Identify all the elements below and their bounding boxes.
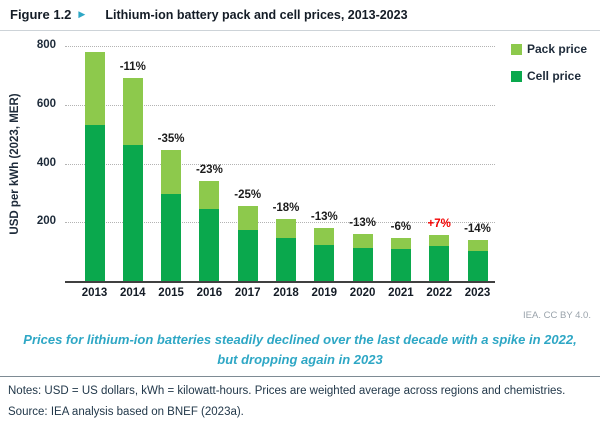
cell-price-bar-2014 xyxy=(122,144,143,281)
pack-price-bar-2014 xyxy=(122,78,143,145)
cell-price-swatch-icon xyxy=(511,70,522,82)
change-label-2019: -13% xyxy=(310,210,338,223)
gridline-600 xyxy=(65,104,495,106)
y-tick-label-400: 400 xyxy=(36,156,56,169)
x-tick-label-2016: 2016 xyxy=(196,287,223,299)
figure-number: Figure 1.2 xyxy=(10,7,72,22)
x-axis-line xyxy=(65,281,495,283)
change-label-2020: -13% xyxy=(349,217,377,230)
pack-price-swatch-icon xyxy=(511,43,522,55)
cell-price-bar-2020 xyxy=(352,247,373,281)
change-label-2023: -14% xyxy=(464,223,491,236)
notes-text: Notes: USD = US dollars, kWh = kilowatt-… xyxy=(8,385,566,397)
y-tick-label-800: 800 xyxy=(36,39,56,51)
triangle-right-icon: ▶ xyxy=(78,9,86,19)
pack-price-bar-2016 xyxy=(199,180,220,210)
gridline-800 xyxy=(65,46,495,47)
x-tick-label-2022: 2022 xyxy=(426,287,452,299)
pack-price-bar-2018 xyxy=(276,219,296,239)
cell-price-bar-2021 xyxy=(390,248,411,281)
pack-price-bar-2013 xyxy=(84,51,105,126)
cell-price-bar-2015 xyxy=(161,194,182,281)
change-label-2017: -25% xyxy=(234,189,262,202)
y-tick-label-200: 200 xyxy=(36,215,56,228)
change-label-2016: -23% xyxy=(195,163,223,176)
cell-price-bar-2019 xyxy=(314,245,335,281)
pack-price-bar-2017 xyxy=(237,206,258,230)
pack-price-bar-2021 xyxy=(390,238,411,249)
figure-caption: Prices for lithium-ion batteries steadil… xyxy=(0,330,600,370)
legend-label-cell-price: Cell price xyxy=(527,69,582,83)
legend: Pack price Cell price xyxy=(511,42,587,96)
caption-line-1: Prices for lithium-ion batteries steadil… xyxy=(23,332,577,347)
pack-price-bar-2019 xyxy=(314,227,335,246)
change-label-2021: -6% xyxy=(390,221,412,234)
footer-divider xyxy=(0,376,600,377)
cell-price-bar-2023 xyxy=(467,250,488,281)
change-label-2015: -35% xyxy=(157,132,185,145)
chart-area: USD per kWh (2023, MER) Pack price Cell … xyxy=(0,36,600,306)
cell-price-bar-2018 xyxy=(276,238,296,281)
legend-label-pack-price: Pack price xyxy=(527,42,588,56)
x-tick-label-2019: 2019 xyxy=(311,287,338,299)
y-tick-label-600: 600 xyxy=(36,97,56,110)
figure-title: Lithium-ion battery pack and cell prices… xyxy=(105,7,408,22)
pack-price-bar-2023 xyxy=(467,240,488,251)
x-tick-label-2023: 2023 xyxy=(464,287,491,299)
figure-header: Figure 1.2 ▶ Lithium-ion battery pack an… xyxy=(10,7,408,22)
x-tick-label-2014: 2014 xyxy=(120,287,146,299)
header-divider xyxy=(0,30,600,31)
pack-price-bar-2020 xyxy=(352,234,373,248)
x-tick-label-2017: 2017 xyxy=(234,287,261,299)
x-tick-label-2020: 2020 xyxy=(349,287,376,299)
pack-price-bar-2022 xyxy=(429,234,450,246)
gridline-400 xyxy=(65,163,495,165)
license-attribution: IEA. CC BY 4.0. xyxy=(523,310,591,321)
legend-item-cell-price: Cell price xyxy=(511,69,587,83)
legend-item-pack-price: Pack price xyxy=(511,42,587,56)
x-tick-label-2015: 2015 xyxy=(158,287,184,299)
cell-price-bar-2016 xyxy=(199,209,220,281)
x-tick-label-2021: 2021 xyxy=(388,287,414,299)
x-tick-label-2018: 2018 xyxy=(273,287,299,299)
cell-price-bar-2022 xyxy=(429,245,450,281)
cell-price-bar-2013 xyxy=(84,125,105,281)
source-text: Source: IEA analysis based on BNEF (2023… xyxy=(8,406,244,418)
change-label-2014: -11% xyxy=(119,61,146,74)
caption-line-2: but dropping again in 2023 xyxy=(217,352,383,368)
change-label-2022: +7% xyxy=(427,217,451,230)
change-label-2018: -18% xyxy=(272,202,300,215)
x-tick-label-2013: 2013 xyxy=(81,287,108,299)
cell-price-bar-2017 xyxy=(237,229,258,281)
pack-price-bar-2015 xyxy=(161,149,182,195)
